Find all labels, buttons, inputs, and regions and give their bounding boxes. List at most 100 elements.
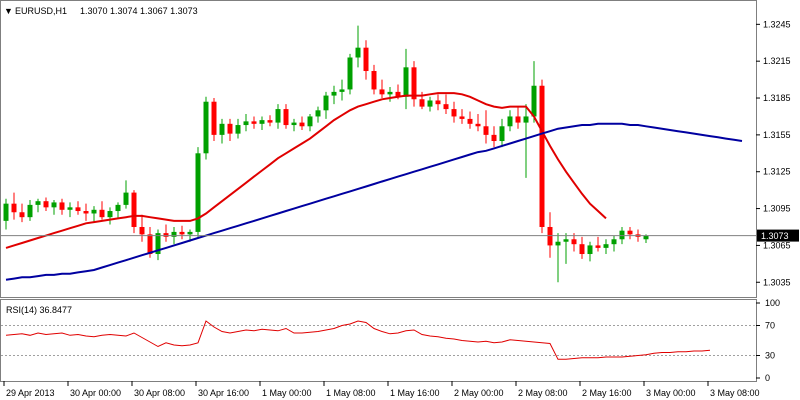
candle-body	[219, 123, 225, 135]
candle-body	[475, 123, 481, 127]
ohlc-values: 1.3070 1.3074 1.3067 1.3073	[80, 6, 198, 16]
time-tick-label: 30 Apr 08:00	[134, 388, 185, 398]
candle-body	[331, 91, 337, 96]
rsi-levels	[1, 325, 756, 356]
candle-body	[243, 121, 249, 126]
candle-body	[251, 121, 257, 124]
candle-body	[171, 231, 177, 237]
dropdown-arrow-icon[interactable]: ▼	[4, 6, 13, 16]
candle-body	[147, 234, 153, 255]
candle-body	[355, 47, 361, 58]
candle-body	[67, 207, 73, 210]
candle-body	[75, 207, 81, 212]
price-tick-label: 1.3095	[763, 204, 791, 214]
candle-body	[531, 85, 537, 117]
time-tick-label: 2 May 00:00	[454, 388, 504, 398]
candle-body	[395, 91, 401, 97]
candle-body	[323, 95, 329, 111]
price-tick-label: 1.3155	[763, 130, 791, 140]
candle-body	[19, 212, 25, 218]
time-tick-label: 2 May 08:00	[518, 388, 568, 398]
candle-body	[595, 245, 601, 248]
rsi-tick-label: 30	[765, 351, 775, 361]
rsi-pane-frame	[0, 299, 757, 382]
candle-body	[315, 110, 321, 117]
slow-moving-average-line	[5, 122, 743, 281]
candle-body	[227, 123, 233, 134]
symbol-label: EURUSD,H1	[15, 6, 67, 16]
candle-body	[523, 116, 529, 123]
candle-body	[259, 120, 265, 124]
candle-body	[307, 116, 313, 127]
candle-body	[411, 67, 417, 100]
candle-body	[11, 203, 17, 213]
price-tick-label: 1.3125	[763, 167, 791, 177]
candle-body	[627, 230, 633, 235]
price-tick-label: 1.3035	[763, 277, 791, 287]
candle-body	[443, 104, 449, 110]
candle-body	[299, 122, 305, 127]
candle-body	[451, 109, 457, 117]
candle-body	[155, 233, 161, 255]
candle-body	[547, 226, 553, 246]
candle-body	[3, 203, 9, 221]
candle-body	[379, 89, 385, 95]
candle-body	[587, 245, 593, 255]
candle-body	[347, 57, 353, 90]
candle-body	[467, 118, 473, 124]
candle-body	[203, 101, 209, 154]
candle-body	[555, 241, 561, 246]
time-tick-label: 29 Apr 2013	[6, 388, 55, 398]
candle-body	[435, 100, 441, 105]
current-price-marker: 1.3073	[1, 229, 799, 242]
candle-body	[115, 204, 121, 212]
rsi-indicator	[5, 320, 711, 360]
candle-body	[371, 71, 377, 90]
time-tick-label: 3 May 00:00	[646, 388, 696, 398]
candle-body	[387, 91, 393, 95]
price-tick-label: 1.3065	[763, 240, 791, 250]
time-tick-label: 2 May 16:00	[582, 388, 632, 398]
rsi-tick-label: 100	[765, 298, 780, 308]
candle-body	[35, 201, 41, 205]
candle-body	[571, 239, 577, 245]
candle-body	[211, 101, 217, 135]
current-price-label: 1.3073	[761, 231, 789, 241]
candle-body	[83, 211, 89, 214]
candle-body	[291, 122, 297, 126]
time-tick-label: 30 Apr 16:00	[198, 388, 249, 398]
candle-body	[499, 126, 505, 142]
candle-body	[507, 116, 513, 127]
rsi-label: RSI(14) 36.8477	[6, 305, 72, 315]
candle-body	[539, 85, 545, 227]
candle-body	[163, 233, 169, 237]
candle-body	[131, 192, 137, 227]
candle-body	[459, 116, 465, 119]
candle-body	[195, 153, 201, 232]
candle-body	[51, 202, 57, 208]
candle-body	[603, 244, 609, 248]
time-tick-label: 1 May 08:00	[326, 388, 376, 398]
candle-body	[563, 239, 569, 242]
rsi-tick-label: 70	[765, 321, 775, 331]
candle-body	[43, 201, 49, 208]
candle-body	[123, 192, 129, 205]
candle-body	[179, 231, 185, 235]
candle-body	[427, 100, 433, 107]
candle-body	[579, 244, 585, 255]
candle-body	[283, 109, 289, 126]
rsi-axis: 100 70 30 0	[756, 298, 780, 383]
current-price-box	[757, 229, 799, 242]
candle-body	[267, 120, 273, 123]
candle-body	[339, 89, 345, 92]
candle-body	[419, 99, 425, 107]
candle-body	[91, 209, 97, 214]
candle-body	[187, 231, 193, 235]
candle-body	[235, 125, 241, 134]
time-tick-label: 3 May 08:00	[710, 388, 760, 398]
time-tick-label: 30 Apr 00:00	[70, 388, 121, 398]
candle-body	[403, 67, 409, 97]
price-tick-label: 1.3215	[763, 56, 791, 66]
